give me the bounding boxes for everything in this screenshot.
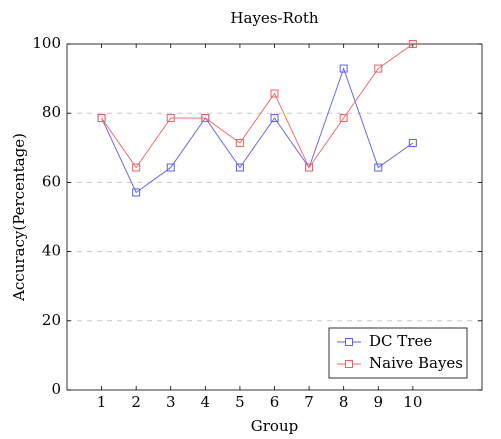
x-tick-label: 4 — [201, 393, 211, 411]
x-tick-label: 1 — [97, 393, 107, 411]
y-tick-label: 80 — [42, 103, 61, 121]
data-point — [374, 163, 383, 172]
y-tick-label: 60 — [42, 172, 61, 190]
data-point — [97, 114, 106, 123]
data-point — [270, 89, 279, 98]
x-tick-label: 5 — [235, 393, 245, 411]
ticks-layer: 0 20 40 60 80 100 1 2 3 4 5 6 7 8 9 10 — [32, 34, 482, 411]
data-point — [235, 163, 244, 172]
series-2 — [97, 40, 417, 172]
legend-label: Naive Bayes — [369, 354, 463, 372]
y-tick-label: 0 — [51, 380, 61, 398]
series-1 — [97, 64, 417, 197]
series-layer — [97, 40, 417, 197]
data-point — [339, 114, 348, 123]
x-tick-label: 3 — [166, 393, 176, 411]
data-point — [132, 188, 141, 197]
data-point — [270, 114, 279, 123]
data-point — [305, 163, 314, 172]
legend-swatch-marker — [345, 338, 353, 346]
data-point — [132, 163, 141, 172]
x-tick-label: 6 — [270, 393, 280, 411]
chart-title: Hayes-Roth — [230, 9, 318, 27]
data-point — [374, 64, 383, 73]
x-tick-label: 7 — [304, 393, 314, 411]
data-point — [408, 138, 417, 147]
x-tick-label: 8 — [339, 393, 349, 411]
data-point — [166, 163, 175, 172]
data-point — [408, 40, 417, 48]
legend-box — [328, 327, 468, 379]
legend-item: DC Tree — [337, 332, 432, 350]
legend-swatch-marker — [345, 360, 353, 368]
series-line — [101, 67, 414, 194]
x-axis-label: Group — [251, 417, 298, 435]
x-tick-label: 10 — [403, 393, 422, 411]
y-tick-label: 100 — [32, 34, 61, 52]
legend: DC Tree Naive Bayes — [328, 327, 468, 379]
series-line — [101, 43, 414, 169]
data-point — [339, 64, 348, 73]
legend-item: Naive Bayes — [337, 354, 463, 372]
y-tick-label: 40 — [42, 242, 61, 260]
data-point — [166, 114, 175, 123]
y-tick-label: 20 — [42, 311, 61, 329]
legend-label: DC Tree — [369, 332, 432, 350]
grid-layer — [67, 112, 482, 322]
x-tick-label: 2 — [131, 393, 141, 411]
data-point — [201, 114, 210, 123]
x-tick-label: 9 — [373, 393, 383, 411]
data-point — [235, 138, 244, 147]
y-axis-label: Accuracy(Percentage) — [10, 133, 28, 302]
